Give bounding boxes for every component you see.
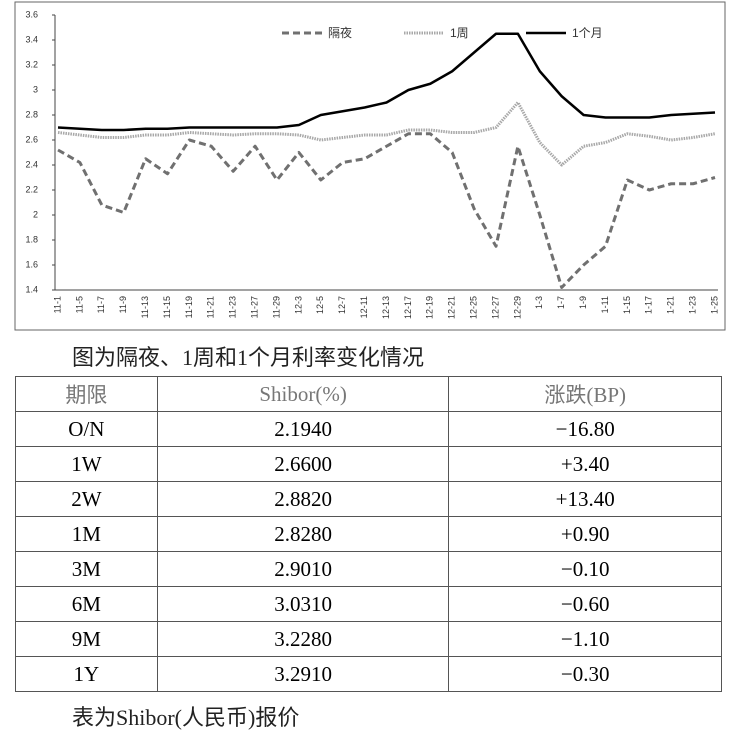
table-cell: −0.30: [448, 656, 722, 692]
table-cell: 3.2280: [156, 621, 450, 657]
series-line: [57, 101, 716, 167]
table-caption: 表为Shibor(人民币)报价: [72, 705, 300, 730]
legend-label: 1周: [450, 26, 469, 40]
x-tick-label: 11-13: [140, 296, 150, 318]
x-tick-label: 12-3: [293, 296, 303, 314]
header-cell: 涨跌(BP): [448, 376, 722, 412]
table-row: 1W 2.6600 +3.40: [15, 446, 722, 482]
x-tick-label: 1-3: [534, 296, 544, 309]
table-cell: −0.10: [448, 551, 722, 587]
chart-frame: [14, 1, 726, 331]
x-tick-label: 12-5: [315, 296, 325, 314]
table-cell: 3.0310: [156, 586, 450, 622]
x-tick-label: 11-9: [118, 296, 128, 313]
x-tick-label: 12-21: [447, 296, 457, 319]
table-cell: 1Y: [15, 656, 158, 692]
table-row: 1Y 3.2910 −0.30: [15, 656, 722, 692]
y-tick-label: 1.4: [25, 284, 38, 294]
y-tick-label: 2.8: [25, 109, 38, 119]
table-cell: 9M: [15, 621, 158, 657]
y-tick-label: 3.2: [25, 59, 38, 69]
x-tick-label: 12-13: [381, 296, 391, 319]
table-cell: −0.60: [448, 586, 722, 622]
legend-label: 1个月: [572, 26, 603, 40]
table-row: 6M 3.0310 −0.60: [15, 586, 722, 622]
table-cell: 2.6600: [156, 446, 450, 482]
series-line: [57, 32, 716, 132]
x-tick-label: 1-11: [600, 296, 610, 313]
x-tick-label: 1-9: [578, 296, 588, 309]
y-tick-label: 2.4: [25, 159, 38, 169]
table-row: 1M 2.8280 +0.90: [15, 516, 722, 552]
y-tick-label: 1.8: [25, 234, 38, 244]
table-cell: 3.2910: [156, 656, 450, 692]
table-cell: 6M: [15, 586, 158, 622]
table-cell: +13.40: [448, 481, 722, 517]
x-tick-label: 12-11: [359, 296, 369, 318]
table-row: 9M 3.2280 −1.10: [15, 621, 722, 657]
table-cell: 2.9010: [156, 551, 450, 587]
x-tick-label: 11-27: [249, 296, 259, 318]
series-line: [57, 132, 716, 289]
x-tick-label: 11-5: [74, 296, 84, 313]
y-tick-label: 2: [33, 209, 38, 219]
x-tick-label: 1-15: [622, 296, 632, 314]
x-tick-label: 12-25: [468, 296, 478, 319]
x-tick-label: 12-7: [337, 296, 347, 314]
y-tick-label: 3: [33, 84, 38, 94]
chart-caption: 图为隔夜、1周和1个月利率变化情况: [72, 345, 425, 370]
y-tick-label: 3.4: [25, 34, 38, 44]
table-cell: 2W: [15, 481, 158, 517]
x-tick-label: 11-23: [228, 296, 238, 318]
x-tick-label: 12-29: [512, 296, 522, 319]
chart: 1.4 1.6 1.8 2 2.2 2.4 2.6 2.8 3 3.2 3.4 3.6 11-1 11-5…: [14, 1, 726, 331]
x-tick-label: 11-15: [162, 296, 172, 318]
x-tick-label: 11-21: [206, 296, 216, 318]
table-row: O/N 2.1940 −16.80: [15, 411, 722, 447]
table-cell: 1M: [15, 516, 158, 552]
table-cell: 1W: [15, 446, 158, 482]
x-tick-label: 12-27: [490, 296, 500, 319]
x-tick-label: 1-17: [644, 296, 654, 314]
y-tick-label: 1.6: [25, 259, 38, 269]
x-tick-label: 12-17: [403, 296, 413, 319]
table-cell: +3.40: [448, 446, 722, 482]
table-row: 3M 2.9010 −0.10: [15, 551, 722, 587]
x-tick-label: 1-21: [666, 296, 676, 314]
table-cell: 2.8820: [156, 481, 450, 517]
x-tick-label: 11-1: [52, 296, 62, 313]
table-cell: 2.1940: [156, 411, 450, 447]
legend-label: 隔夜: [328, 25, 352, 40]
x-tick-label: 11-29: [271, 296, 281, 318]
table-cell: O/N: [15, 411, 158, 447]
table-cell: −1.10: [448, 621, 722, 657]
x-tick-label: 1-25: [709, 296, 719, 314]
y-tick-label: 3.6: [25, 9, 38, 19]
y-tick-label: 2.6: [25, 134, 38, 144]
rate-table: 期限 Shibor(%) 涨跌(BP) O/N 2.1940 −16.80 1W 2.6600…: [15, 376, 722, 692]
header-cell: 期限: [15, 376, 158, 412]
table-cell: +0.90: [448, 516, 722, 552]
x-tick-label: 1-23: [687, 296, 697, 314]
table-cell: 2.8280: [156, 516, 450, 552]
header-cell: Shibor(%): [156, 376, 450, 412]
y-tick-label: 2.2: [25, 184, 38, 194]
x-tick-label: 11-7: [96, 296, 106, 313]
table-cell: −16.80: [448, 411, 722, 447]
x-tick-label: 1-7: [556, 296, 566, 309]
x-tick-label: 11-19: [184, 296, 194, 318]
x-tick-label: 12-19: [425, 296, 435, 319]
header-row: 期限 Shibor(%) 涨跌(BP): [15, 376, 722, 412]
table-row: 2W 2.8820 +13.40: [15, 481, 722, 517]
table-cell: 3M: [15, 551, 158, 587]
